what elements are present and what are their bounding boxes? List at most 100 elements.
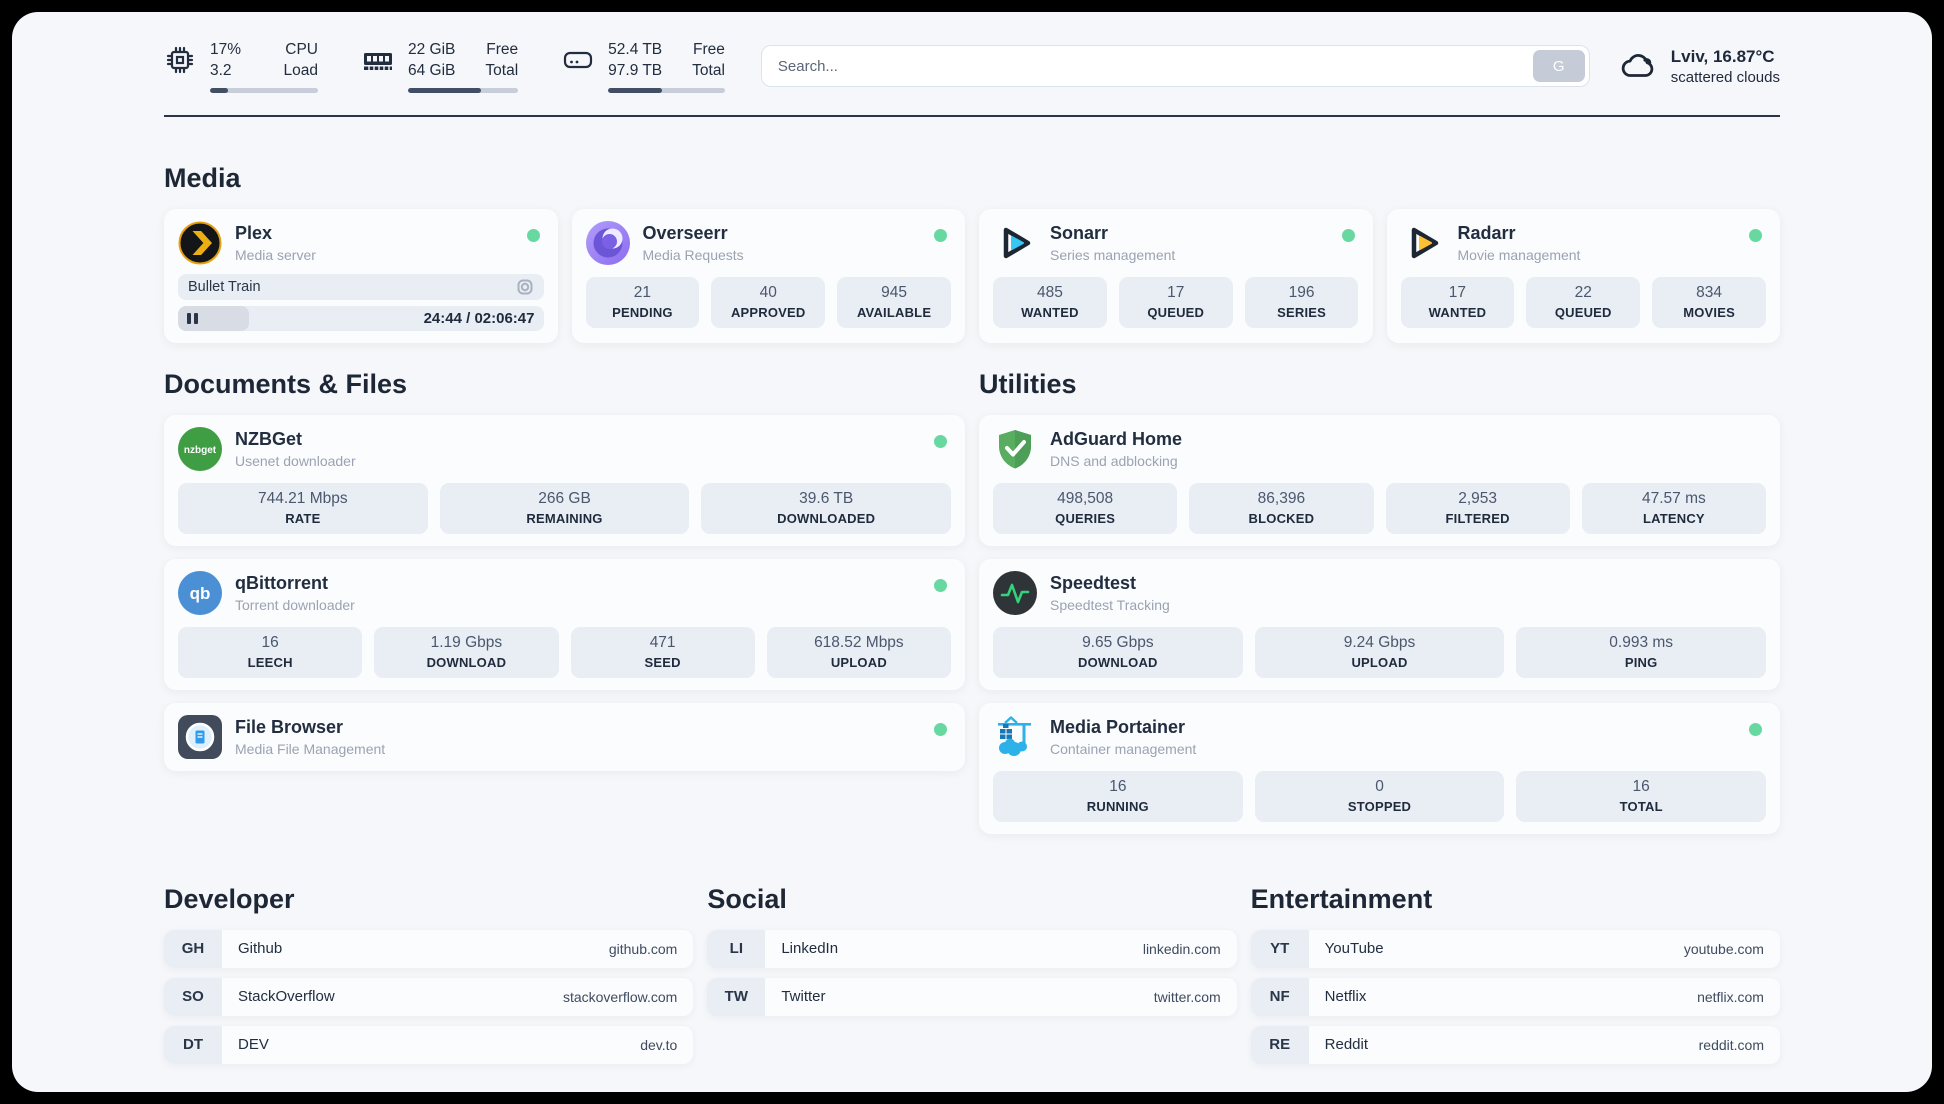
mem-label-top: Free bbox=[486, 41, 519, 58]
mem-progress bbox=[408, 87, 519, 93]
memory-stat: 22 GiB 64 GiB Free Total bbox=[362, 40, 519, 93]
app-name: NZBGet bbox=[235, 429, 302, 449]
search-engine-button[interactable]: G bbox=[1532, 50, 1585, 83]
stat-tile: 471 SEED bbox=[570, 626, 755, 678]
section-developer: Developer GH Github github.com SO StackO… bbox=[164, 883, 694, 1064]
app-name: Media Portainer bbox=[1050, 717, 1186, 737]
link-badge: SO bbox=[164, 977, 222, 1016]
nzbget-icon: nzbget bbox=[178, 426, 222, 471]
link-reddit[interactable]: RE Reddit reddit.com bbox=[1250, 1025, 1780, 1064]
qbittorrent-icon: qb bbox=[178, 570, 222, 615]
link-netflix[interactable]: NF Netflix netflix.com bbox=[1250, 977, 1780, 1016]
status-dot-online bbox=[934, 578, 947, 592]
status-dot-online bbox=[1341, 228, 1355, 242]
now-playing-row: Bullet Train bbox=[178, 273, 544, 300]
link-github[interactable]: GH Github github.com bbox=[164, 929, 694, 968]
app-card-overseerr[interactable]: Overseerr Media Requests 21 PENDING 40 A… bbox=[571, 208, 965, 343]
stat-tile: 16 TOTAL bbox=[1516, 770, 1767, 822]
link-badge: NF bbox=[1250, 977, 1309, 1016]
stat-tile: 618.52 Mbps UPLOAD bbox=[766, 626, 951, 678]
app-subtitle: Speedtest Tracking bbox=[1050, 596, 1170, 613]
section-title-social: Social bbox=[707, 883, 787, 914]
stat-tile: 47.57 ms LATENCY bbox=[1581, 482, 1766, 534]
status-dot-online bbox=[934, 722, 947, 736]
header-divider bbox=[164, 114, 1780, 117]
search-input[interactable] bbox=[760, 45, 1590, 88]
section-title-developer: Developer bbox=[164, 883, 295, 914]
weather-location-temp: Lviv, 16.87°C bbox=[1670, 46, 1775, 66]
app-name: Plex bbox=[235, 223, 273, 243]
link-dev[interactable]: DT DEV dev.to bbox=[164, 1025, 694, 1064]
svg-text:nzbget: nzbget bbox=[184, 445, 217, 456]
stat-tile: 86,396 BLOCKED bbox=[1189, 482, 1374, 534]
app-subtitle: DNS and adblocking bbox=[1050, 452, 1178, 469]
stat-tile: 39.6 TB DOWNLOADED bbox=[701, 482, 952, 534]
app-subtitle: Container management bbox=[1050, 740, 1197, 757]
status-dot-online bbox=[1749, 722, 1762, 736]
app-card-qbittorrent[interactable]: qb qBittorrent Torrent downloader 16 LEE… bbox=[164, 558, 965, 690]
cloud-icon bbox=[1621, 54, 1654, 78]
mem-free: 22 GiB bbox=[408, 41, 456, 58]
cpu-icon bbox=[166, 46, 194, 74]
stat-tile: 21 PENDING bbox=[585, 276, 700, 328]
stat-tile: 834 MOVIES bbox=[1652, 276, 1766, 328]
section-utilities: Utilities AdGuard Home DNS and adblockin… bbox=[979, 369, 1780, 834]
overseerr-icon bbox=[585, 220, 630, 265]
stat-tile: 2,953 FILTERED bbox=[1385, 482, 1570, 534]
link-twitter[interactable]: TW Twitter twitter.com bbox=[707, 977, 1237, 1016]
app-card-sonarr[interactable]: Sonarr Series management 485 WANTED 17 Q… bbox=[979, 208, 1373, 343]
app-subtitle: Torrent downloader bbox=[235, 596, 355, 613]
stat-tile: 0 STOPPED bbox=[1254, 770, 1505, 822]
playback-progress-row: 24:44 / 02:06:47 bbox=[178, 305, 544, 331]
video-session-icon[interactable] bbox=[516, 278, 534, 296]
app-subtitle: Usenet downloader bbox=[235, 452, 356, 469]
status-dot-online bbox=[934, 228, 947, 242]
disk-progress bbox=[608, 87, 725, 93]
sonarr-icon bbox=[1003, 227, 1031, 259]
section-media: Media Plex Media server Bullet Train bbox=[164, 163, 1780, 343]
top-bar: 17% 3.2 CPU Load bbox=[164, 40, 1780, 93]
link-badge: TW bbox=[707, 977, 766, 1016]
section-title-utilities: Utilities bbox=[979, 368, 1077, 399]
disk-label-bottom: Total bbox=[692, 61, 725, 79]
cpu-label-top: CPU bbox=[285, 41, 318, 58]
app-card-adguard[interactable]: AdGuard Home DNS and adblocking 498,508 … bbox=[979, 414, 1780, 546]
cpu-load-avg: 3.2 bbox=[210, 61, 232, 79]
link-badge: GH bbox=[164, 929, 222, 968]
app-name: AdGuard Home bbox=[1050, 429, 1183, 449]
link-badge: RE bbox=[1250, 1025, 1309, 1064]
section-title-media: Media bbox=[164, 162, 241, 193]
app-card-filebrowser[interactable]: File Browser Media File Management bbox=[164, 702, 965, 771]
stat-tile: 16 LEECH bbox=[178, 626, 363, 678]
system-stats: 17% 3.2 CPU Load bbox=[164, 40, 725, 93]
app-name: qBittorrent bbox=[235, 573, 328, 593]
pause-icon[interactable] bbox=[187, 312, 198, 324]
section-title-documents: Documents & Files bbox=[164, 368, 408, 399]
app-subtitle: Series management bbox=[1050, 246, 1176, 263]
cpu-stat: 17% 3.2 CPU Load bbox=[164, 40, 318, 93]
link-stackoverflow[interactable]: SO StackOverflow stackoverflow.com bbox=[164, 977, 694, 1016]
app-card-portainer[interactable]: Media Portainer Container management 16 … bbox=[979, 702, 1780, 834]
status-dot-online bbox=[1749, 228, 1762, 242]
adguard-icon bbox=[999, 429, 1031, 469]
stat-tile: 1.19 Gbps DOWNLOAD bbox=[374, 626, 559, 678]
link-youtube[interactable]: YT YouTube youtube.com bbox=[1250, 929, 1780, 968]
app-name: Overseerr bbox=[642, 223, 728, 243]
plex-icon bbox=[178, 221, 222, 265]
app-card-radarr[interactable]: Radarr Movie management 17 WANTED 22 QUE… bbox=[1386, 208, 1780, 343]
app-subtitle: Movie management bbox=[1457, 246, 1581, 263]
stat-tile: 0.993 ms PING bbox=[1516, 626, 1767, 678]
section-documents: Documents & Files nzbget NZBGet Usenet d… bbox=[164, 369, 965, 771]
disk-stat: 52.4 TB 97.9 TB Free Total bbox=[562, 40, 725, 93]
app-card-nzbget[interactable]: nzbget NZBGet Usenet downloader 744.21 M… bbox=[164, 414, 965, 546]
stat-tile: 266 GB REMAINING bbox=[439, 482, 690, 534]
app-name: Radarr bbox=[1457, 223, 1516, 243]
app-name: Sonarr bbox=[1050, 223, 1109, 243]
section-entertainment: Entertainment YT YouTube youtube.com NF … bbox=[1250, 883, 1780, 1064]
app-card-speedtest[interactable]: Speedtest Speedtest Tracking 9.65 Gbps D… bbox=[979, 558, 1780, 690]
link-linkedin[interactable]: LI LinkedIn linkedin.com bbox=[707, 929, 1237, 968]
search-bar: G bbox=[760, 45, 1590, 88]
section-title-entertainment: Entertainment bbox=[1250, 883, 1433, 914]
app-card-plex[interactable]: Plex Media server Bullet Train 24:44 / 0… bbox=[164, 208, 558, 343]
app-name: File Browser bbox=[235, 717, 344, 737]
